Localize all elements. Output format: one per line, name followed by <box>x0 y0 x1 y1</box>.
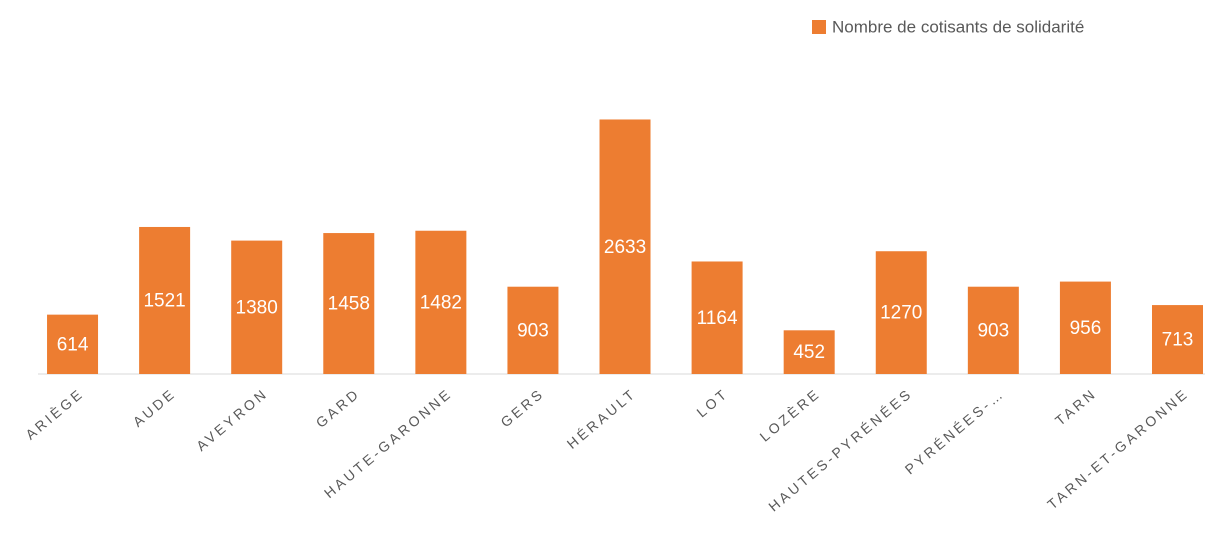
bar <box>599 119 651 374</box>
value-label: 1380 <box>236 297 278 318</box>
x-tick-label: HÉRAULT <box>564 385 640 452</box>
bar <box>507 286 559 374</box>
bar <box>875 251 927 374</box>
value-label: 903 <box>517 320 549 341</box>
value-label: 903 <box>977 320 1009 341</box>
value-label: 452 <box>793 342 825 363</box>
value-label: 713 <box>1162 330 1194 351</box>
bar <box>415 230 467 374</box>
x-tick-label: AVEYRON <box>193 385 271 454</box>
bar <box>231 240 283 374</box>
bar <box>139 226 191 374</box>
value-label: 956 <box>1070 318 1102 339</box>
value-label: 1270 <box>880 303 922 324</box>
x-tick-label: LOZÈRE <box>757 385 824 445</box>
value-label: 2633 <box>604 237 646 258</box>
x-tick-label: GERS <box>497 385 547 430</box>
x-tick-label: TARN <box>1052 385 1100 429</box>
bar <box>323 233 375 374</box>
bar <box>1059 281 1111 374</box>
x-tick-label: ARIÈGE <box>22 385 87 443</box>
value-label: 1521 <box>143 291 185 312</box>
bar <box>967 286 1019 374</box>
x-tick-label: PYRÉNÉES-… <box>902 385 1008 478</box>
value-label: 1164 <box>697 308 738 329</box>
x-tick-label: AUDE <box>130 385 179 430</box>
value-label: 614 <box>57 334 89 355</box>
x-tick-label: HAUTES-PYRÉNÉES <box>765 385 915 515</box>
x-tick-label: GARD <box>313 385 363 431</box>
bar <box>47 314 99 374</box>
bar <box>783 330 835 374</box>
x-tick-label: LOT <box>693 385 731 421</box>
value-label: 1482 <box>420 292 462 313</box>
bar <box>691 261 743 374</box>
value-label: 1458 <box>328 294 370 315</box>
legend-label: Nombre de cotisants de solidarité <box>832 17 1084 36</box>
bar <box>1152 305 1203 374</box>
legend-swatch <box>812 20 826 34</box>
